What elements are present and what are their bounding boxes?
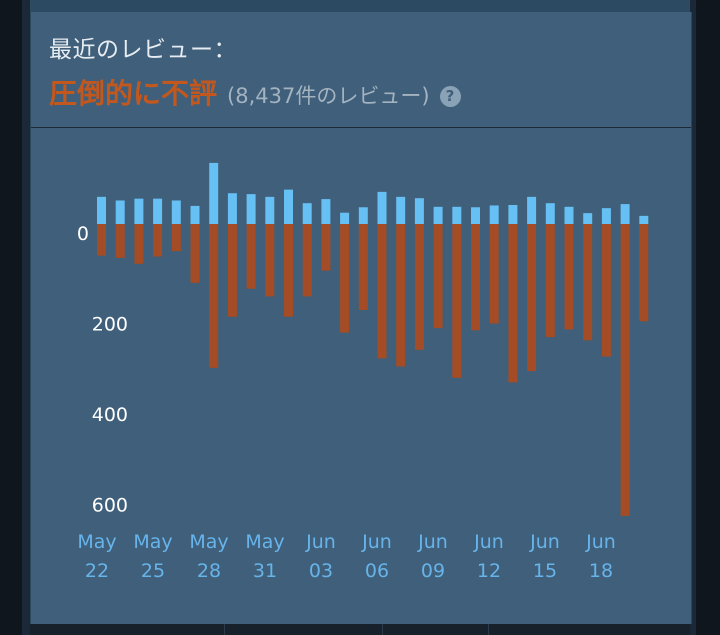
x-tick-month: May [133, 531, 172, 553]
review-histogram-chart: 0 200 400 600 May 22 May 25 May 28 May 31 Jun 03 Jun 0… [77, 162, 649, 582]
page-frame-right [696, 0, 720, 635]
x-tick-month: Jun [585, 531, 616, 553]
positive-bar[interactable] [284, 189, 293, 224]
negative-bar[interactable] [190, 224, 200, 283]
negative-bar[interactable] [246, 224, 256, 289]
positive-bar[interactable] [471, 207, 480, 224]
y-tick-label: 0 [77, 223, 89, 245]
negative-bar[interactable] [583, 224, 593, 341]
negative-bar[interactable] [396, 224, 406, 367]
negative-bar[interactable] [134, 224, 144, 264]
recent-reviews-heading: 最近のレビュー： [49, 37, 237, 63]
x-tick-month: Jun [305, 531, 336, 553]
positive-bar[interactable] [583, 213, 593, 224]
y-tick-label: 200 [92, 314, 128, 336]
positive-bar[interactable] [190, 205, 200, 224]
positive-bar[interactable] [564, 206, 574, 224]
negative-bar[interactable] [377, 224, 387, 359]
positive-bar[interactable] [134, 198, 144, 224]
positive-bar[interactable] [527, 196, 537, 224]
negative-bar[interactable] [452, 224, 462, 378]
negative-bar[interactable] [340, 224, 350, 333]
review-count: (8,437件のレビュー) [227, 84, 430, 108]
negative-bar[interactable] [639, 224, 649, 322]
x-tick-month: May [189, 531, 228, 553]
x-tick-month: May [77, 531, 116, 553]
positive-bar[interactable] [433, 206, 443, 224]
positive-bar[interactable] [265, 196, 275, 224]
negative-bar[interactable] [171, 224, 181, 252]
x-tick-day: 22 [85, 560, 109, 582]
positive-bar[interactable] [414, 198, 424, 224]
x-tick-day: 18 [589, 560, 613, 582]
positive-bar[interactable] [153, 198, 163, 224]
positive-bar[interactable] [97, 196, 106, 224]
positive-bar[interactable] [639, 215, 649, 224]
negative-bar[interactable] [471, 224, 480, 331]
y-tick-label: 600 [92, 495, 128, 517]
positive-bar[interactable] [620, 204, 630, 224]
negative-bar[interactable] [209, 224, 219, 368]
positive-bar[interactable] [489, 205, 499, 224]
x-tick-month: Jun [417, 531, 448, 553]
positive-bar[interactable] [171, 200, 181, 224]
negative-bar[interactable] [489, 224, 499, 324]
positive-bar[interactable] [396, 196, 406, 224]
positive-bar[interactable] [302, 203, 312, 224]
x-tick-day: 03 [309, 560, 333, 582]
x-tick-day: 12 [477, 560, 501, 582]
negative-bar[interactable] [302, 224, 312, 297]
y-axis-ticks: 0 200 400 600 [77, 223, 128, 517]
review-summary-label[interactable]: 圧倒的に不評 [49, 77, 218, 110]
review-summary-row: 圧倒的に不評 (8,437件のレビュー) ? [49, 72, 461, 112]
positive-bar[interactable] [340, 212, 350, 224]
section-divider [31, 127, 691, 128]
chart-bars [97, 162, 649, 516]
page-frame-left [0, 0, 22, 635]
x-tick-month: Jun [361, 531, 392, 553]
positive-bar[interactable] [227, 193, 237, 224]
x-tick-month: Jun [473, 531, 504, 553]
negative-bar[interactable] [508, 224, 518, 383]
negative-bar[interactable] [601, 224, 611, 357]
x-tick-day: 28 [197, 560, 221, 582]
x-tick-day: 25 [141, 560, 165, 582]
negative-bar[interactable] [153, 224, 163, 257]
negative-bar[interactable] [227, 224, 237, 317]
negative-bar[interactable] [321, 224, 331, 271]
bottom-strip [30, 624, 690, 635]
negative-bar[interactable] [545, 224, 555, 338]
positive-bar[interactable] [246, 194, 256, 224]
negative-bar[interactable] [97, 224, 106, 256]
positive-bar[interactable] [452, 206, 462, 224]
positive-bar[interactable] [321, 199, 331, 224]
y-tick-label: 400 [92, 404, 128, 426]
x-tick-day: 31 [253, 560, 277, 582]
positive-bar[interactable] [358, 207, 368, 224]
positive-bar[interactable] [209, 162, 219, 224]
x-tick-day: 09 [421, 560, 445, 582]
x-tick-day: 15 [533, 560, 557, 582]
x-tick-day: 06 [365, 560, 389, 582]
x-axis-ticks: May 22 May 25 May 28 May 31 Jun 03 Jun 06 Jun 09 Jun 12… [77, 531, 615, 582]
x-tick-month: Jun [529, 531, 560, 553]
negative-bar[interactable] [414, 224, 424, 350]
x-tick-month: May [245, 531, 284, 553]
positive-bar[interactable] [545, 203, 555, 224]
negative-bar[interactable] [265, 224, 275, 297]
negative-bar[interactable] [284, 224, 293, 317]
recent-reviews-panel: 最近のレビュー： 圧倒的に不評 (8,437件のレビュー) ? 0 200 400 6… [30, 12, 692, 624]
positive-bar[interactable] [601, 208, 611, 224]
positive-bar[interactable] [115, 200, 125, 224]
positive-bar[interactable] [377, 191, 387, 224]
positive-bar[interactable] [508, 204, 518, 224]
help-question-icon[interactable]: ? [439, 86, 461, 107]
negative-bar[interactable] [527, 224, 537, 372]
negative-bar[interactable] [620, 224, 630, 516]
negative-bar[interactable] [115, 224, 125, 258]
negative-bar[interactable] [564, 224, 574, 330]
negative-bar[interactable] [358, 224, 368, 310]
negative-bar[interactable] [433, 224, 443, 329]
